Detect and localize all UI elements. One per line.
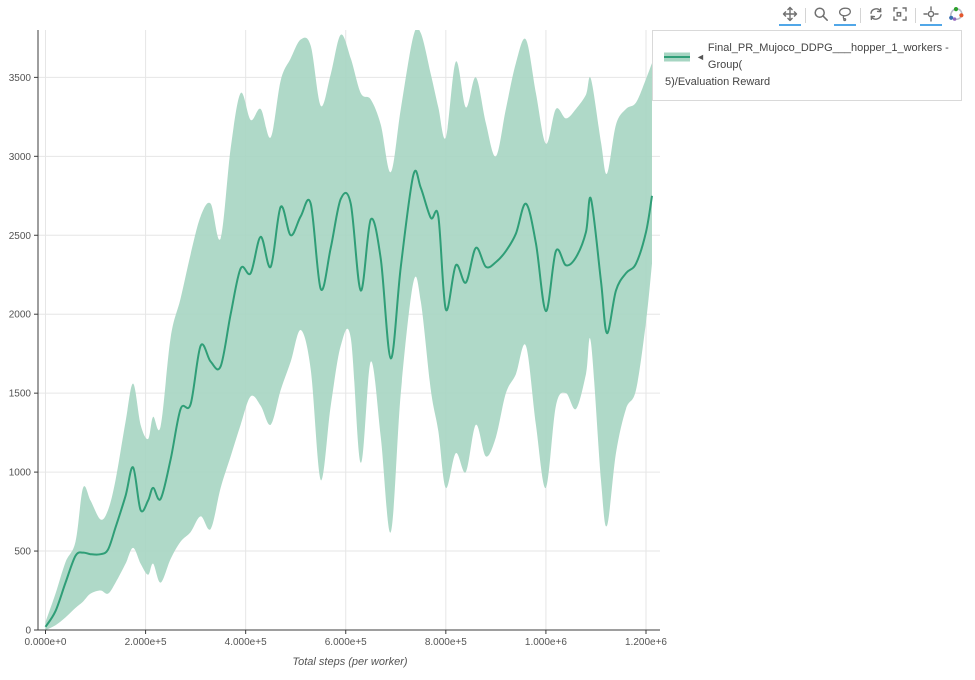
pan-icon [782, 6, 798, 22]
y-tick-label: 1500 [9, 389, 32, 400]
reset-axes-button[interactable] [889, 4, 911, 26]
modebar-separator [805, 7, 806, 23]
x-tick-label: 6.000e+5 [325, 637, 367, 648]
plotly-logo-icon [949, 7, 964, 21]
autoscale-icon [870, 7, 882, 21]
x-tick-label: 4.000e+5 [225, 637, 267, 648]
lasso-select-button[interactable] [834, 4, 856, 26]
y-tick-label: 2500 [9, 231, 32, 242]
x-tick-label: 8.000e+5 [425, 637, 467, 648]
legend-label-line2: 5)/Evaluation Reward [665, 76, 771, 88]
zoom-icon [814, 7, 828, 21]
legend-collapse-marker: ◄ [696, 51, 705, 62]
reset-axes-icon [893, 7, 907, 21]
legend-swatch-icon [664, 52, 690, 62]
x-tick-label: 1.200e+6 [625, 637, 667, 648]
spikelines-button[interactable] [920, 4, 942, 26]
x-tick-label: 1.000e+6 [525, 637, 567, 648]
autoscale-button[interactable] [865, 4, 887, 26]
mean-line [44, 169, 653, 628]
confidence-band [45, 30, 652, 630]
y-tick-label: 2000 [9, 310, 32, 321]
zoom-button[interactable] [810, 4, 832, 26]
lasso-select-icon [838, 7, 851, 22]
x-tick-label: 2.000e+5 [125, 637, 167, 648]
spikelines-icon [923, 6, 939, 22]
y-tick-label: 0 [25, 626, 31, 637]
legend-row-1: ◄ Final_PR_Mujoco_DDPG___hopper_1_worker… [663, 40, 951, 74]
plotly-logo-button[interactable] [944, 3, 968, 27]
modebar [778, 3, 969, 27]
pan-button[interactable] [779, 4, 801, 26]
modebar-separator [860, 7, 861, 23]
legend-row-2: 5)/Evaluation Reward [663, 74, 951, 91]
x-tick-label: 0.000e+0 [25, 637, 67, 648]
y-tick-label: 500 [14, 547, 31, 558]
legend-label-line1: Final_PR_Mujoco_DDPG___hopper_1_workers … [707, 42, 949, 71]
y-tick-label: 3500 [9, 73, 32, 84]
x-axis-title: Total steps (per worker) [292, 656, 408, 668]
legend-item[interactable]: ◄ Final_PR_Mujoco_DDPG___hopper_1_worker… [652, 30, 962, 101]
y-tick-label: 3000 [9, 152, 32, 163]
modebar-separator [915, 7, 916, 23]
y-tick-label: 1000 [9, 468, 32, 479]
